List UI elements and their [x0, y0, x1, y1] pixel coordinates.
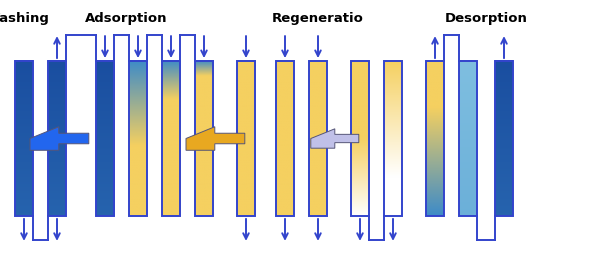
Bar	[237, 61, 255, 216]
Bar	[351, 61, 369, 216]
Bar	[495, 61, 513, 216]
Bar	[384, 61, 402, 216]
Bar	[309, 61, 327, 216]
Bar	[15, 61, 33, 216]
Text: Adsorption: Adsorption	[85, 12, 167, 25]
Bar	[276, 61, 294, 216]
Bar	[96, 61, 114, 216]
Bar	[129, 61, 147, 216]
Polygon shape	[30, 127, 89, 150]
Bar	[48, 61, 66, 216]
Bar	[459, 61, 477, 216]
Polygon shape	[186, 127, 245, 150]
Bar	[426, 61, 444, 216]
Bar	[162, 61, 180, 216]
Polygon shape	[311, 129, 359, 148]
Text: Desorption: Desorption	[445, 12, 527, 25]
Text: Regeneratio: Regeneratio	[272, 12, 364, 25]
Text: Washing: Washing	[0, 12, 50, 25]
Bar	[195, 61, 213, 216]
